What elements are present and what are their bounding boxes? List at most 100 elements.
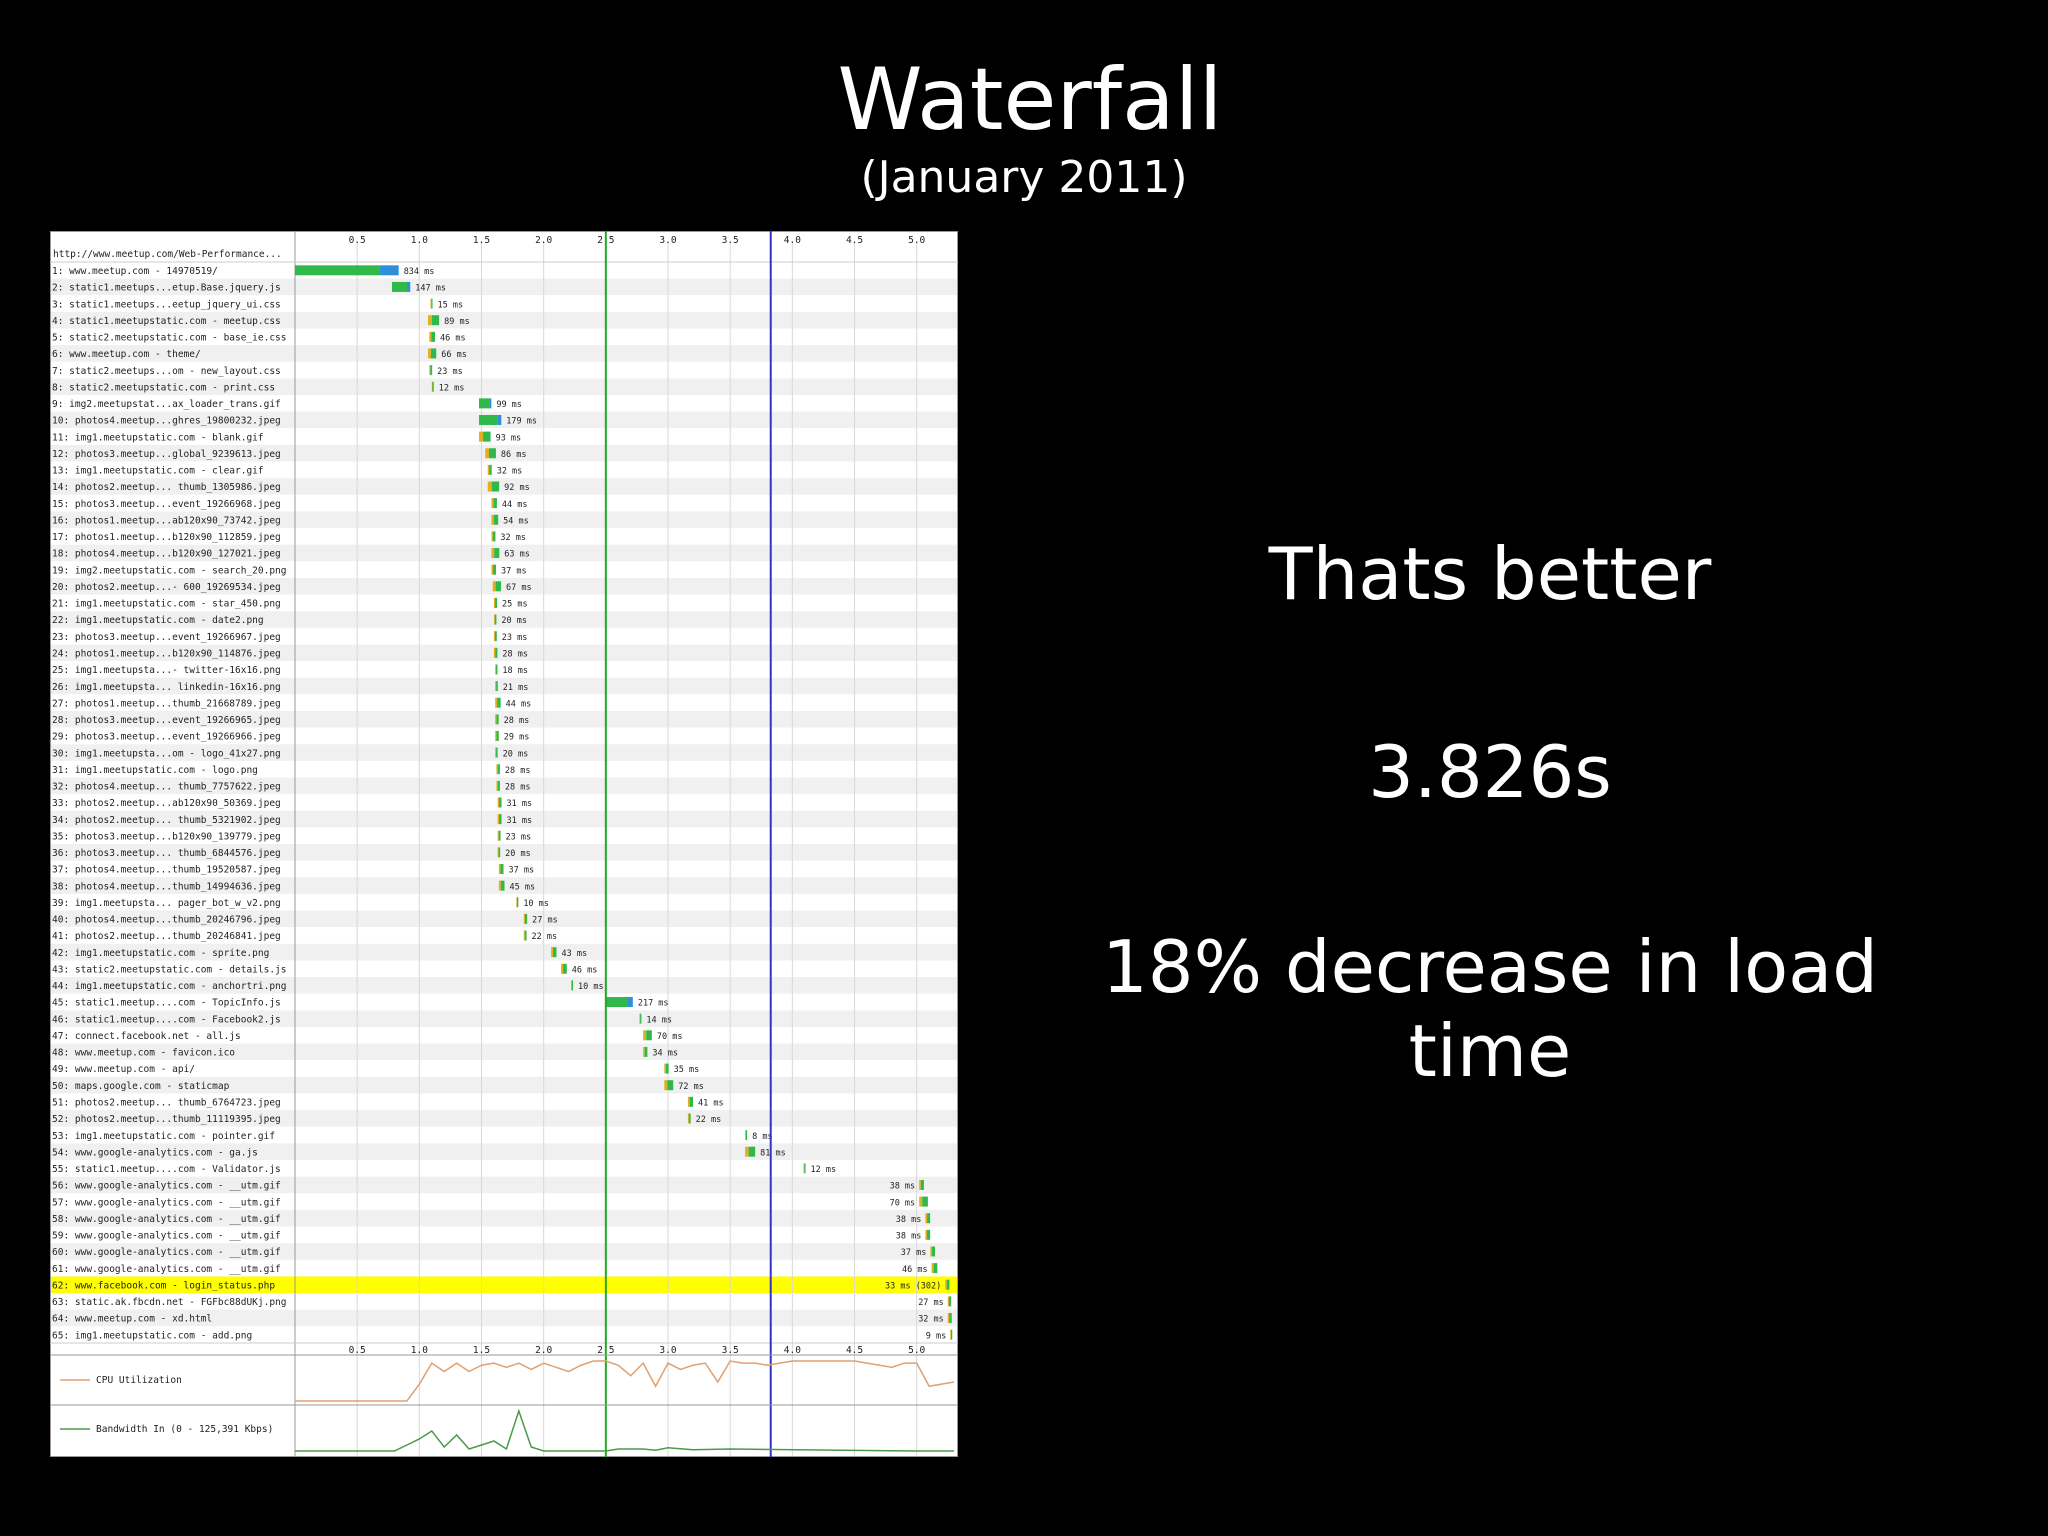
request-bar-download — [380, 265, 399, 276]
request-bar-connect — [745, 1130, 746, 1141]
request-bar-wait — [927, 1229, 931, 1240]
request-bar-wait — [644, 1046, 648, 1057]
request-bar-wait — [922, 1196, 928, 1207]
request-duration-label: 23 ms — [437, 367, 463, 377]
request-duration-label: 81 ms — [760, 1148, 786, 1158]
request-bar-wait — [496, 730, 499, 741]
axis-tick-label-bottom: 0.5 — [349, 1345, 366, 1356]
row-stripe — [50, 644, 958, 662]
request-label: 15: photos3.meetup...event_19266968.jpeg — [52, 499, 281, 510]
request-bar-connect — [429, 331, 432, 342]
page-url-label: http://www.meetup.com/Web-Performance... — [53, 249, 282, 260]
row-stripe — [50, 1026, 958, 1044]
request-duration-label: 29 ms — [504, 733, 530, 743]
request-label: 61: www.google-analytics.com - __utm.gif — [52, 1264, 281, 1275]
axis-tick-label-top: 3.5 — [722, 235, 739, 246]
request-bar-wait — [496, 714, 499, 725]
request-duration-label: 38 ms — [896, 1232, 922, 1242]
row-stripe — [50, 461, 958, 479]
row-stripe — [50, 345, 958, 362]
request-bar-connect — [925, 1229, 928, 1240]
request-bar-connect — [487, 481, 492, 492]
request-bar-wait — [499, 797, 502, 808]
request-duration-label: 834 ms — [404, 267, 435, 277]
axis-tick-label-bottom: 5.0 — [908, 1345, 925, 1356]
request-label: 28: photos3.meetup...event_19266965.jpeg — [52, 715, 281, 726]
request-label: 1: www.meetup.com - 14970519/ — [52, 266, 218, 277]
request-bar-connect — [497, 830, 499, 841]
request-duration-label: 37 ms — [509, 866, 535, 876]
request-bar-connect — [687, 1096, 690, 1107]
request-bar-wait — [497, 780, 500, 791]
request-bar-wait — [950, 1329, 953, 1340]
request-label: 34: photos2.meetup... thumb_5321902.jpeg — [52, 815, 281, 826]
request-duration-label: 10 ms — [523, 899, 549, 909]
row-stripe — [50, 893, 958, 911]
bandwidth-line — [295, 1408, 954, 1452]
request-duration-label: 38 ms — [896, 1215, 922, 1225]
request-label: 58: www.google-analytics.com - __utm.gif — [52, 1214, 281, 1225]
row-stripe — [50, 528, 958, 545]
request-label: 23: photos3.meetup...event_19266967.jpeg — [52, 632, 281, 643]
row-stripe — [50, 278, 958, 296]
request-label: 48: www.meetup.com - favicon.ico — [52, 1048, 235, 1059]
request-label: 44: img1.meetupstatic.com - anchortri.pn… — [52, 981, 287, 992]
request-bar-connect — [487, 464, 490, 475]
request-bar-wait — [496, 681, 498, 692]
request-duration-label: 8 ms — [752, 1132, 772, 1142]
request-bar-connect — [643, 1046, 645, 1057]
request-label: 55: static1.meetup....com - Validator.js — [52, 1164, 281, 1175]
row-stripe — [50, 1043, 958, 1061]
row-stripe — [50, 1259, 958, 1277]
request-label: 45: static1.meetup....com - TopicInfo.js — [52, 998, 281, 1009]
row-stripe — [50, 594, 958, 612]
request-bar-connect — [491, 514, 494, 525]
row-stripe — [50, 577, 958, 595]
request-bar-connect — [495, 664, 496, 675]
request-bar-wait — [432, 381, 434, 392]
request-bar-wait — [493, 514, 499, 525]
request-label: 24: photos1.meetup...b120x90_114876.jpeg — [52, 648, 281, 659]
request-bar-connect — [745, 1146, 749, 1157]
request-bar-connect — [950, 1329, 951, 1340]
request-duration-label: 67 ms — [506, 583, 532, 593]
request-label: 59: www.google-analytics.com - __utm.gif — [52, 1231, 281, 1242]
note-decrease: 18% decrease in load time — [1101, 925, 1879, 1093]
request-label: 10: photos4.meetup...ghres_19800232.jpeg — [52, 416, 281, 427]
request-bar-wait — [430, 365, 433, 376]
request-label: 38: photos4.meetup...thumb_14994636.jpeg — [52, 881, 281, 892]
request-bar-wait — [431, 331, 436, 342]
request-bar-wait — [495, 647, 498, 658]
request-bar-wait — [498, 830, 501, 841]
request-bar-connect — [431, 381, 433, 392]
request-bar-wait — [524, 930, 527, 941]
request-bar-connect — [485, 448, 489, 459]
request-bar-wait — [479, 398, 490, 409]
request-bar-wait — [498, 847, 501, 858]
request-bar-connect — [493, 614, 495, 625]
request-duration-label: 217 ms — [638, 999, 669, 1009]
row-stripe — [50, 694, 958, 712]
request-duration-label: 66 ms — [441, 350, 467, 360]
request-duration-label: 23 ms — [506, 832, 532, 842]
request-label: 11: img1.meetupstatic.com - blank.gif — [52, 432, 264, 443]
request-bar-connect — [919, 1179, 921, 1190]
request-bar-wait — [640, 1013, 642, 1024]
request-bar-wait — [497, 764, 500, 775]
request-duration-label: 28 ms — [505, 766, 531, 776]
axis-tick-label-bottom: 2.0 — [535, 1345, 552, 1356]
row-stripe — [50, 1326, 958, 1343]
request-label: 21: img1.meetupstatic.com - star_450.png — [52, 599, 281, 610]
request-label: 63: static.ak.fbcdn.net - FGFbc88dUKj.pn… — [52, 1297, 287, 1308]
axis-tick-label-top: 1.5 — [473, 235, 490, 246]
request-bar-connect — [492, 581, 496, 592]
request-bar-wait — [493, 498, 497, 509]
request-label: 19: img2.meetupstatic.com - search_20.pn… — [52, 565, 287, 576]
row-stripe — [50, 361, 958, 379]
request-duration-label: 31 ms — [507, 799, 533, 809]
row-stripe — [50, 960, 958, 978]
request-duration-label: 147 ms — [415, 284, 446, 294]
request-bar-wait — [496, 747, 498, 758]
request-bar-wait — [430, 348, 437, 359]
request-bar-connect — [498, 863, 501, 874]
